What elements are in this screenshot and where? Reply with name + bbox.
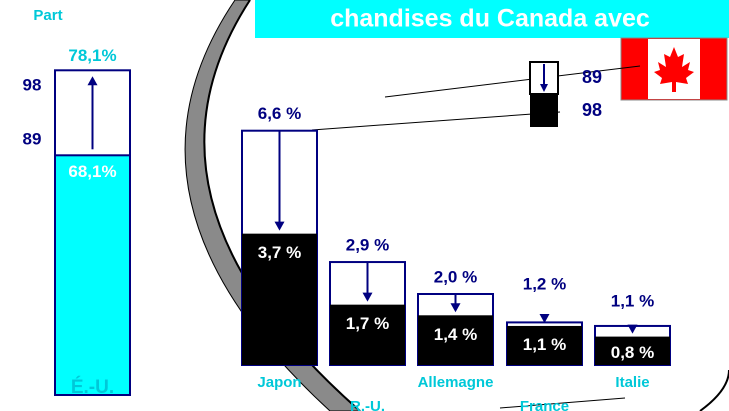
category-label: Italie — [615, 374, 649, 391]
pointer-line — [311, 111, 561, 131]
change-arrow-head — [362, 292, 373, 302]
value-label: 1,7 % — [346, 314, 389, 333]
category-label: Allemagne — [418, 374, 494, 391]
maple-leaf — [654, 47, 694, 92]
legend-swatch — [530, 94, 558, 127]
change-arrow-head — [450, 303, 461, 313]
y-axis-label: Part — [33, 7, 62, 24]
value-label: 68,1% — [68, 162, 116, 181]
value-label: 1,2 % — [523, 274, 566, 293]
category-label: Japon — [257, 374, 301, 391]
legend-label: 98 — [582, 100, 602, 120]
change-arrow-head — [539, 313, 550, 323]
change-arrow-head — [274, 221, 285, 231]
value-label: 3,7 % — [258, 243, 301, 262]
change-arrow-head — [87, 76, 98, 86]
pointer-line — [384, 65, 641, 98]
title-band — [255, 0, 729, 38]
canada-flag — [620, 37, 728, 101]
category-label: R.-U. — [350, 398, 385, 411]
legend-arrow-head — [540, 84, 548, 92]
bar-98 — [595, 336, 670, 365]
chart-title: chandises du Canada avec — [330, 5, 650, 33]
legend-label: 89 — [582, 67, 602, 87]
bar-89 — [54, 154, 131, 396]
bar-98 — [242, 233, 317, 365]
value-label: 6,6 % — [258, 104, 301, 123]
bar-98 — [507, 325, 582, 365]
bar-98 — [418, 315, 493, 365]
value-label: 1,4 % — [434, 325, 477, 344]
value-label: 1,1 % — [523, 335, 566, 354]
year-label: 98 — [23, 75, 42, 94]
year-label: 89 — [23, 129, 42, 148]
value-label: 78,1% — [68, 46, 116, 65]
legend: 89 98 — [529, 61, 602, 127]
value-label: 0,8 % — [611, 343, 654, 362]
category-label: France — [520, 398, 569, 411]
pointer-line — [499, 397, 626, 409]
bar-98 — [330, 304, 405, 365]
value-label: 2,0 % — [434, 267, 477, 286]
value-label: 1,1 % — [611, 291, 654, 310]
change-arrow-head — [627, 324, 638, 334]
category-label: É.-U. — [71, 376, 114, 398]
value-label: 2,9 % — [346, 236, 389, 255]
